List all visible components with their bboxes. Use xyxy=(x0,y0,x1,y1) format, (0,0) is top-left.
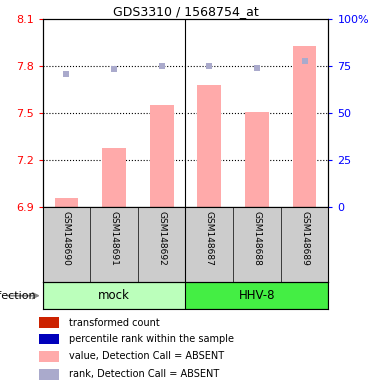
Text: GSM148690: GSM148690 xyxy=(62,211,71,266)
Bar xyxy=(186,282,328,309)
Text: GSM148687: GSM148687 xyxy=(205,211,214,266)
Bar xyxy=(39,317,59,328)
Point xyxy=(206,63,212,70)
Bar xyxy=(55,198,78,207)
Text: percentile rank within the sample: percentile rank within the sample xyxy=(69,334,234,344)
Text: infection: infection xyxy=(0,291,35,301)
Point xyxy=(159,63,165,70)
Bar xyxy=(102,148,126,207)
Bar xyxy=(293,46,316,207)
Title: GDS3310 / 1568754_at: GDS3310 / 1568754_at xyxy=(113,5,258,18)
Point xyxy=(302,58,308,64)
Bar xyxy=(39,369,59,379)
Text: GSM148689: GSM148689 xyxy=(300,211,309,266)
Bar xyxy=(39,351,59,362)
Text: GSM148688: GSM148688 xyxy=(252,211,262,266)
Bar xyxy=(150,106,174,207)
Text: transformed count: transformed count xyxy=(69,318,160,328)
Bar xyxy=(245,112,269,207)
Text: value, Detection Call = ABSENT: value, Detection Call = ABSENT xyxy=(69,351,224,361)
Point xyxy=(63,71,69,77)
Text: HHV-8: HHV-8 xyxy=(239,289,275,302)
Point xyxy=(111,66,117,72)
Bar xyxy=(197,85,221,207)
Text: GSM148692: GSM148692 xyxy=(157,211,166,266)
Point xyxy=(254,65,260,71)
Text: GSM148691: GSM148691 xyxy=(109,211,119,266)
Bar xyxy=(39,334,59,344)
Text: rank, Detection Call = ABSENT: rank, Detection Call = ABSENT xyxy=(69,369,219,379)
Bar xyxy=(43,282,186,309)
Text: mock: mock xyxy=(98,289,130,302)
